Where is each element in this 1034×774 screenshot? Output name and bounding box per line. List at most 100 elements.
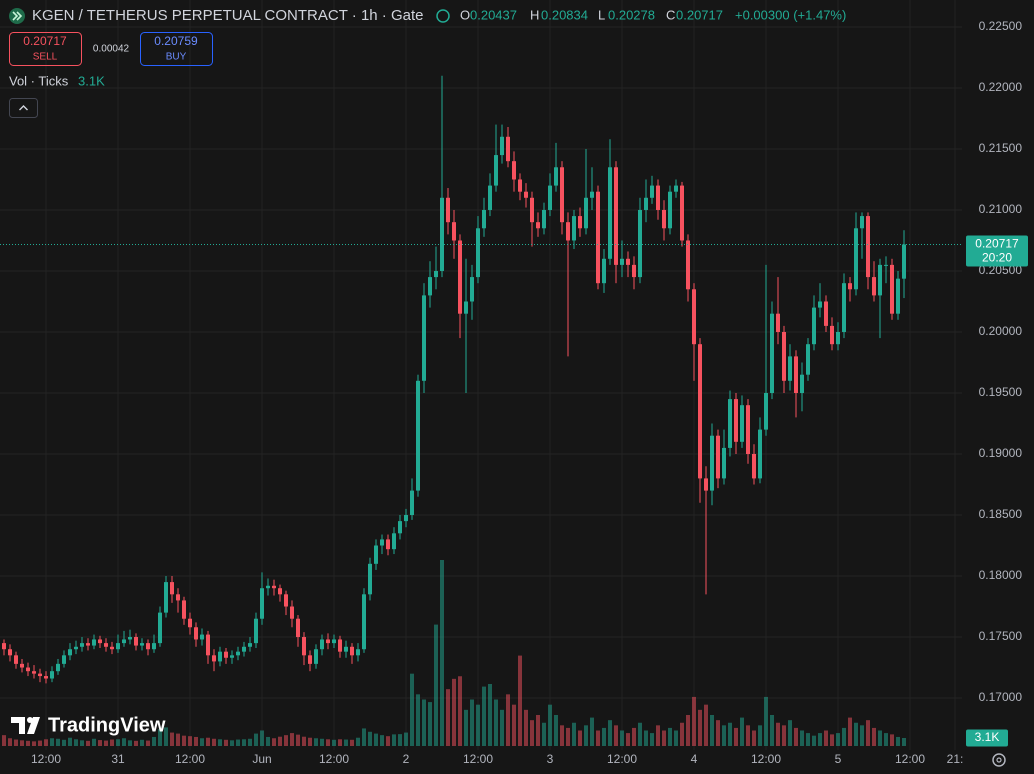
axes: 0.17000 0.17500 0.18000 0.18500 0.19000 0.195… bbox=[31, 19, 1028, 766]
volume-bar bbox=[710, 715, 715, 746]
candle-body bbox=[656, 185, 661, 210]
volume-bar bbox=[308, 737, 313, 746]
candle-body bbox=[560, 167, 565, 223]
volume-bar bbox=[152, 736, 157, 746]
volume-bar bbox=[656, 725, 661, 746]
candle-body bbox=[116, 643, 121, 650]
candle-body bbox=[80, 643, 85, 647]
candle-body bbox=[404, 515, 409, 522]
candle-body bbox=[866, 216, 871, 278]
volume-bar bbox=[470, 699, 475, 746]
candle-body bbox=[158, 612, 163, 644]
y-tick-label: 0.20000 bbox=[979, 324, 1023, 338]
candle-body bbox=[122, 639, 127, 644]
candle-body bbox=[86, 643, 91, 646]
settings-icon bbox=[996, 757, 1002, 763]
sell-button[interactable] bbox=[9, 32, 82, 66]
candle-body bbox=[674, 185, 679, 192]
candle-body bbox=[662, 209, 667, 229]
volume-bar bbox=[536, 715, 541, 746]
volume-bar bbox=[614, 725, 619, 746]
candle-body bbox=[272, 585, 277, 589]
chart-title[interactable]: KGEN / TETHERUS PERPETUAL CONTRACT · 1h … bbox=[32, 7, 423, 24]
candle-body bbox=[392, 533, 397, 550]
volume-bar bbox=[602, 727, 607, 746]
volume-bar bbox=[548, 704, 553, 746]
legend-high-label: H bbox=[530, 7, 539, 22]
volume-bar bbox=[200, 738, 205, 746]
volume-legend-value: 3.1K bbox=[78, 73, 105, 88]
volume-bar bbox=[854, 722, 859, 746]
y-tick-label: 0.20500 bbox=[979, 263, 1023, 277]
x-tick-label: 12:00 bbox=[751, 752, 781, 766]
volume-bar bbox=[254, 733, 259, 746]
legend-low-value: 0.20278 bbox=[608, 7, 655, 22]
volume-bar bbox=[794, 727, 799, 746]
collapse-button[interactable] bbox=[9, 98, 38, 118]
settings-button[interactable] bbox=[992, 753, 1006, 767]
candle-body bbox=[902, 244, 907, 279]
candle-body bbox=[764, 392, 769, 430]
candle-body bbox=[440, 197, 445, 271]
volume-bar bbox=[224, 739, 229, 746]
volume-bar bbox=[686, 715, 691, 746]
candle-body bbox=[782, 331, 787, 381]
volume-bar bbox=[650, 733, 655, 746]
candle-body bbox=[62, 655, 67, 664]
candle-body bbox=[890, 264, 895, 314]
candle-body bbox=[326, 639, 331, 644]
x-tick-label: 31 bbox=[111, 752, 125, 766]
volume-bar bbox=[728, 722, 733, 746]
candle-body bbox=[872, 277, 877, 296]
candle-body bbox=[128, 637, 133, 640]
candle-body bbox=[14, 655, 19, 664]
candle-body bbox=[776, 313, 781, 332]
volume-bar bbox=[692, 696, 697, 746]
y-tick-label: 0.17500 bbox=[979, 629, 1023, 643]
legend-close-value: 0.20717 bbox=[676, 7, 723, 22]
candle-body bbox=[356, 649, 361, 656]
candle-body bbox=[680, 185, 685, 241]
candle-body bbox=[242, 646, 247, 652]
volume-bar bbox=[326, 739, 331, 746]
candle-body bbox=[860, 216, 865, 229]
volume-bar bbox=[500, 709, 505, 746]
x-tick-label: Jun bbox=[252, 752, 271, 766]
volume-bar bbox=[86, 740, 91, 746]
candle-body bbox=[800, 374, 805, 393]
candle-body bbox=[254, 618, 259, 644]
buy-button[interactable] bbox=[140, 32, 213, 66]
candle-body bbox=[314, 649, 319, 664]
candle-body bbox=[488, 185, 493, 210]
volume-bar bbox=[596, 730, 601, 746]
candle-body bbox=[218, 651, 223, 662]
candle-body bbox=[92, 639, 97, 646]
volume-bar bbox=[896, 736, 901, 746]
candle-body bbox=[476, 228, 481, 278]
candle-body bbox=[38, 673, 43, 677]
grid bbox=[0, 0, 962, 750]
watermark-logo bbox=[11, 717, 40, 734]
candle-body bbox=[698, 344, 703, 479]
volume-bar bbox=[296, 734, 301, 746]
watermark: TradingView bbox=[48, 714, 166, 736]
volume-bar bbox=[212, 738, 217, 746]
x-tick-label: 5 bbox=[835, 752, 842, 766]
volume-bar bbox=[434, 624, 439, 746]
candle-body bbox=[302, 637, 307, 656]
volume-bar bbox=[464, 709, 469, 746]
y-tick-label: 0.19500 bbox=[979, 385, 1023, 399]
volume-bar bbox=[584, 725, 589, 746]
volume-bar bbox=[428, 702, 433, 746]
volume-bar bbox=[800, 730, 805, 746]
y-tick-label: 0.19000 bbox=[979, 446, 1023, 460]
volume-bar bbox=[206, 737, 211, 746]
candle-body bbox=[398, 521, 403, 534]
volume-bar bbox=[344, 739, 349, 746]
volume-bar bbox=[674, 730, 679, 746]
volume-bar bbox=[116, 739, 121, 746]
y-tick-label: 0.21000 bbox=[979, 202, 1023, 216]
volume-bar bbox=[770, 715, 775, 746]
x-tick-label: 12:00 bbox=[319, 752, 349, 766]
